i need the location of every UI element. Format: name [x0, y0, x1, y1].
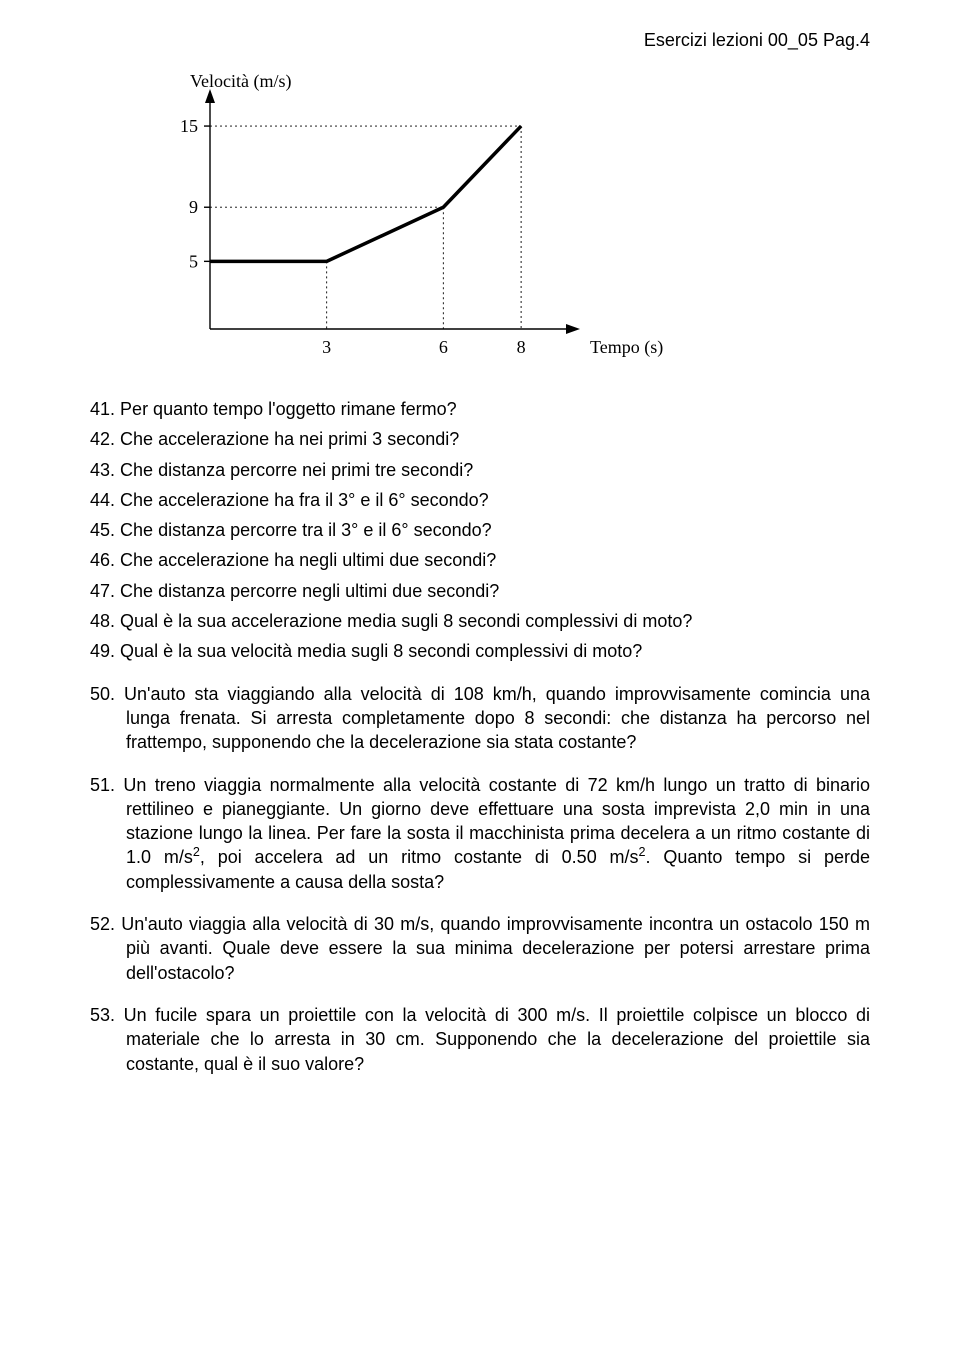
svg-text:6: 6 [439, 337, 448, 357]
q48-num: 48. [90, 611, 115, 631]
q52-num: 52. [90, 914, 115, 934]
page-header: Esercizi lezioni 00_05 Pag.4 [90, 30, 870, 51]
svg-text:9: 9 [189, 197, 198, 217]
q49-num: 49. [90, 641, 115, 661]
question-42: 42. Che accelerazione ha nei primi 3 sec… [90, 427, 870, 451]
q51-text-b: , poi accelera ad un ritmo costante di 0… [200, 847, 639, 867]
q50-num: 50. [90, 684, 115, 704]
q51-num: 51. [90, 775, 115, 795]
question-49: 49. Qual è la sua velocità media sugli 8… [90, 639, 870, 663]
questions-block: 41. Per quanto tempo l'oggetto rimane fe… [90, 397, 870, 1076]
q51-sup2: 2 [639, 845, 646, 859]
question-52: 52. Un'auto viaggia alla velocità di 30 … [90, 912, 870, 985]
header-text: Esercizi lezioni 00_05 Pag.4 [644, 30, 870, 50]
q45-num: 45. [90, 520, 115, 540]
question-50: 50. Un'auto sta viaggiando alla velocità… [90, 682, 870, 755]
q45-text: Che distanza percorre tra il 3° e il 6° … [120, 520, 492, 540]
svg-text:5: 5 [189, 251, 198, 271]
page: Esercizi lezioni 00_05 Pag.4 Velocità (m… [0, 0, 960, 1116]
svg-text:3: 3 [322, 337, 331, 357]
q48-text: Qual è la sua accelerazione media sugli … [120, 611, 692, 631]
q53-num: 53. [90, 1005, 115, 1025]
q41-num: 41. [90, 399, 115, 419]
q49-text: Qual è la sua velocità media sugli 8 sec… [120, 641, 642, 661]
svg-text:Tempo (s): Tempo (s) [590, 337, 663, 358]
q50-text: Un'auto sta viaggiando alla velocità di … [124, 684, 870, 753]
question-41: 41. Per quanto tempo l'oggetto rimane fe… [90, 397, 870, 421]
question-46: 46. Che accelerazione ha negli ultimi du… [90, 548, 870, 572]
q43-text: Che distanza percorre nei primi tre seco… [120, 460, 473, 480]
q43-num: 43. [90, 460, 115, 480]
q53-text: Un fucile spara un proiettile con la vel… [124, 1005, 870, 1074]
q46-num: 46. [90, 550, 115, 570]
q42-text: Che accelerazione ha nei primi 3 secondi… [120, 429, 459, 449]
velocity-chart: Velocità (m/s) 15 9 5 3 6 8 Tempo (s) [140, 69, 870, 369]
q44-text: Che accelerazione ha fra il 3° e il 6° s… [120, 490, 489, 510]
svg-text:8: 8 [517, 337, 526, 357]
q42-num: 42. [90, 429, 115, 449]
q47-text: Che distanza percorre negli ultimi due s… [120, 581, 499, 601]
q52-text: Un'auto viaggia alla velocità di 30 m/s,… [121, 914, 870, 983]
q44-num: 44. [90, 490, 115, 510]
q41-text: Per quanto tempo l'oggetto rimane fermo? [120, 399, 457, 419]
svg-text:Velocità (m/s): Velocità (m/s) [190, 71, 291, 92]
q51-sup1: 2 [193, 845, 200, 859]
question-44: 44. Che accelerazione ha fra il 3° e il … [90, 488, 870, 512]
question-53: 53. Un fucile spara un proiettile con la… [90, 1003, 870, 1076]
chart-svg: Velocità (m/s) 15 9 5 3 6 8 Tempo (s) [140, 69, 700, 369]
question-47: 47. Che distanza percorre negli ultimi d… [90, 579, 870, 603]
svg-text:15: 15 [180, 116, 198, 136]
q46-text: Che accelerazione ha negli ultimi due se… [120, 550, 496, 570]
question-51: 51. Un treno viaggia normalmente alla ve… [90, 773, 870, 894]
question-45: 45. Che distanza percorre tra il 3° e il… [90, 518, 870, 542]
question-48: 48. Qual è la sua accelerazione media su… [90, 609, 870, 633]
q47-num: 47. [90, 581, 115, 601]
question-43: 43. Che distanza percorre nei primi tre … [90, 458, 870, 482]
